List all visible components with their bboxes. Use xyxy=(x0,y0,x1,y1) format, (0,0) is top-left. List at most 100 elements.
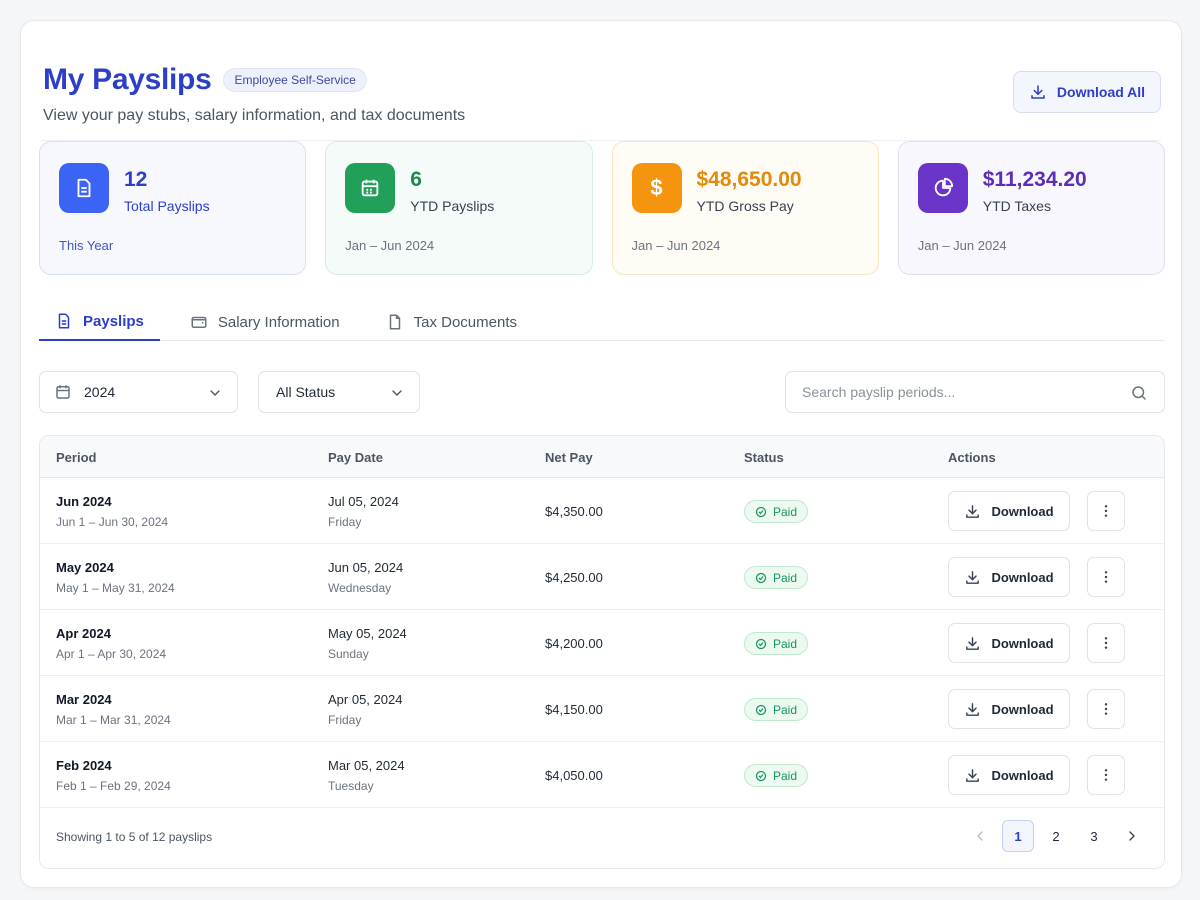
payslips-table: Period Pay Date Net Pay Status Actions J… xyxy=(39,435,1165,869)
search-box xyxy=(785,371,1165,413)
download-button[interactable]: Download xyxy=(948,623,1070,663)
period: Feb 2024 xyxy=(56,758,112,773)
summary-cards: 12 Total Payslips This Year 6 YTD Paysli… xyxy=(39,141,1165,275)
period: Mar 2024 xyxy=(56,692,112,707)
year-select[interactable]: 2024 xyxy=(39,371,238,413)
card-label: YTD Taxes xyxy=(982,198,1051,214)
pay-weekday: Sunday xyxy=(328,647,369,661)
tab-tax-documents[interactable]: Tax Documents xyxy=(370,303,533,341)
period-range: May 1 – May 31, 2024 xyxy=(56,581,175,595)
employee-self-service-badge: Employee Self-Service xyxy=(223,68,367,92)
tab-label: Salary Information xyxy=(217,313,340,331)
column-header-pay-date: Pay Date xyxy=(328,450,383,465)
more-vertical-icon xyxy=(1104,505,1108,517)
column-header-status: Status xyxy=(744,450,784,465)
pay-date: Jun 05, 2024 xyxy=(328,560,404,575)
page-button-1[interactable]: 1 xyxy=(1002,820,1034,852)
tab-salary-information[interactable]: Salary Information xyxy=(174,303,356,341)
calendar-icon xyxy=(345,163,396,213)
prev-page-button[interactable] xyxy=(964,820,996,852)
period: Jun 2024 xyxy=(56,494,112,509)
card-label: YTD Payslips xyxy=(410,198,495,214)
tab-label: Payslips xyxy=(83,312,144,330)
document-icon xyxy=(59,163,109,213)
search-input[interactable] xyxy=(802,384,1102,400)
download-icon xyxy=(1031,85,1045,99)
net-pay: $4,250.00 xyxy=(545,570,603,585)
card-ytd-gross-pay: $ $48,650.00 YTD Gross Pay Jan – Jun 202… xyxy=(611,141,879,275)
period: Apr 2024 xyxy=(56,626,111,641)
check-circle-icon xyxy=(755,506,767,517)
status-badge: Paid xyxy=(744,500,809,523)
table-row: Jun 2024 Jun 1 – Jun 30, 2024 Jul 05, 20… xyxy=(40,478,1164,544)
year-select-value: 2024 xyxy=(84,384,116,400)
page-button-3[interactable]: 3 xyxy=(1090,828,1098,844)
title-row: My Payslips Employee Self-Service xyxy=(43,63,367,97)
status-label: Paid xyxy=(773,702,798,717)
period: May 2024 xyxy=(56,560,114,575)
page-button-2[interactable]: 2 xyxy=(1052,828,1060,844)
table-row: Mar 2024 Mar 1 – Mar 31, 2024 Apr 05, 20… xyxy=(40,676,1164,742)
file-icon xyxy=(389,314,400,330)
pie-chart-icon xyxy=(917,163,968,213)
card-foot: This Year xyxy=(59,238,114,253)
column-header-actions: Actions xyxy=(948,450,996,465)
page-title: My Payslips xyxy=(43,63,212,96)
chevron-left-icon xyxy=(977,831,983,841)
next-page-button[interactable] xyxy=(1116,820,1148,852)
more-actions-button[interactable] xyxy=(1087,755,1125,795)
download-button[interactable]: Download xyxy=(948,755,1070,795)
download-label: Download xyxy=(991,701,1054,717)
chevron-down-icon xyxy=(210,390,220,396)
card-foot: Jan – Jun 2024 xyxy=(345,238,435,253)
pagination-summary: Showing 1 to 5 of 12 payslips xyxy=(56,830,213,844)
download-icon xyxy=(966,768,980,782)
card-label: YTD Gross Pay xyxy=(696,198,794,214)
more-actions-button[interactable] xyxy=(1087,557,1125,597)
check-circle-icon xyxy=(755,638,767,649)
card-ytd-taxes: $11,234.20 YTD Taxes Jan – Jun 2024 xyxy=(897,141,1165,275)
chevron-right-icon xyxy=(1129,831,1135,841)
card-value: $11,234.20 xyxy=(982,168,1087,191)
wallet-icon xyxy=(191,316,207,328)
card-total-payslips: 12 Total Payslips This Year xyxy=(39,141,307,275)
status-label: Paid xyxy=(773,504,798,519)
pay-date: May 05, 2024 xyxy=(328,626,407,641)
tab-payslips[interactable]: Payslips xyxy=(39,303,160,341)
card-foot: Jan – Jun 2024 xyxy=(917,238,1007,253)
card-foot: Jan – Jun 2024 xyxy=(631,238,721,253)
pay-date: Mar 05, 2024 xyxy=(328,758,405,773)
filter-bar: 2024 All Status xyxy=(39,371,1165,415)
download-button[interactable]: Download xyxy=(948,557,1070,597)
document-icon xyxy=(58,313,70,329)
check-circle-icon xyxy=(755,704,767,715)
table-footer: Showing 1 to 5 of 12 payslips 1 2 3 xyxy=(40,808,1164,868)
period-range: Jun 1 – Jun 30, 2024 xyxy=(56,515,169,529)
download-all-button[interactable]: Download All xyxy=(1013,71,1161,113)
dollar-icon: $ xyxy=(631,163,682,213)
status-label: Paid xyxy=(773,768,798,783)
card-value: 12 xyxy=(124,168,148,191)
pay-date: Apr 05, 2024 xyxy=(328,692,403,707)
table-row: Feb 2024 Feb 1 – Feb 29, 2024 Mar 05, 20… xyxy=(40,742,1164,808)
download-icon xyxy=(966,636,980,650)
more-vertical-icon xyxy=(1104,571,1108,583)
more-actions-button[interactable] xyxy=(1087,623,1125,663)
card-value: $48,650.00 xyxy=(696,168,802,191)
table-header: Period Pay Date Net Pay Status Actions xyxy=(40,436,1164,478)
status-select[interactable]: All Status xyxy=(258,371,420,413)
status-label: Paid xyxy=(773,570,798,585)
pay-weekday: Friday xyxy=(328,515,362,529)
table-row: Apr 2024 Apr 1 – Apr 30, 2024 May 05, 20… xyxy=(40,610,1164,676)
pay-date: Jul 05, 2024 xyxy=(328,494,399,509)
check-circle-icon xyxy=(755,572,767,583)
card-label: Total Payslips xyxy=(124,198,210,214)
more-actions-button[interactable] xyxy=(1087,689,1125,729)
pay-weekday: Tuesday xyxy=(328,779,374,793)
more-actions-button[interactable] xyxy=(1087,491,1125,531)
search-icon[interactable] xyxy=(1130,384,1148,402)
status-badge: Paid xyxy=(744,632,809,655)
download-button[interactable]: Download xyxy=(948,689,1070,729)
download-button[interactable]: Download xyxy=(948,491,1070,531)
download-all-label: Download All xyxy=(1056,84,1146,100)
